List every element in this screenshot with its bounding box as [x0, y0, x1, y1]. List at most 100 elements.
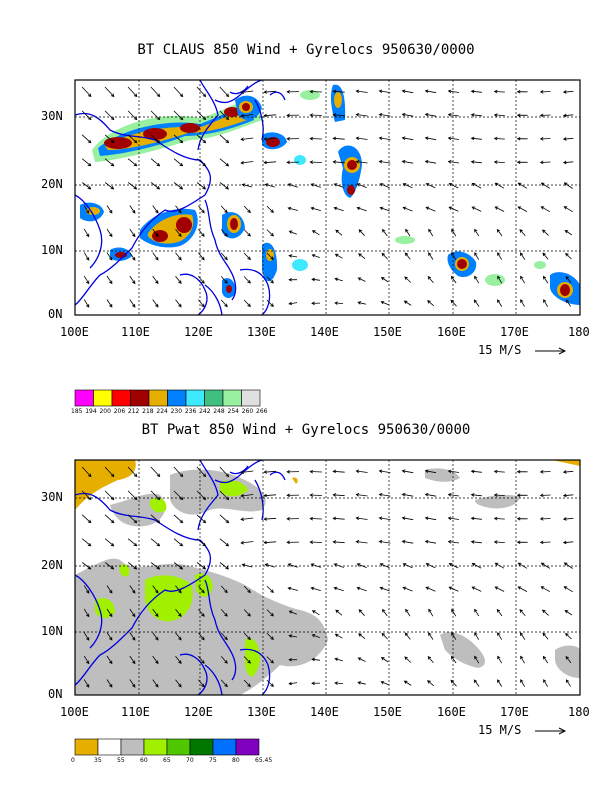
- wind-arrow: [220, 632, 228, 641]
- wind-arrow: [243, 252, 251, 261]
- wind-arrow: [424, 540, 437, 544]
- wind-arrow: [382, 608, 388, 617]
- wind-arrow: [380, 277, 389, 283]
- colorbar-label: 212: [127, 408, 140, 415]
- wind-arrow: [198, 656, 205, 664]
- colorbar-swatch: [166, 738, 191, 756]
- wind-arrow: [175, 585, 182, 594]
- wind-arrow: [539, 137, 551, 141]
- wind-arrow: [332, 540, 345, 544]
- wind-arrow: [470, 113, 482, 117]
- wind-arrow: [288, 230, 297, 235]
- wind-arrow: [152, 632, 159, 641]
- wind-arrow: [562, 90, 574, 94]
- panel1-xtick-150e: 150E: [373, 325, 402, 339]
- wind-arrow: [451, 252, 457, 260]
- wind-arrow: [425, 206, 436, 212]
- wind-arrow: [516, 160, 528, 165]
- wind-arrow: [562, 470, 574, 474]
- wind-arrow: [357, 681, 366, 685]
- wind-arrow: [263, 160, 277, 165]
- wind-arrow: [333, 586, 344, 592]
- wind-arrow: [311, 301, 321, 306]
- colorbar-label: 236: [184, 408, 197, 415]
- wind-arrow: [497, 632, 503, 640]
- colorbar-label: 55: [117, 757, 125, 764]
- panel1-xtick-120e: 120E: [184, 325, 213, 339]
- wind-arrow: [562, 160, 574, 165]
- panel1-coastlines: [74, 79, 286, 316]
- wind-arrow: [196, 86, 207, 98]
- wind-arrow: [288, 610, 297, 615]
- wind-arrow: [83, 585, 90, 594]
- wind-arrow: [332, 493, 345, 497]
- wind-arrow: [173, 182, 184, 190]
- wind-arrow: [150, 182, 161, 190]
- wind-arrow: [173, 538, 184, 547]
- wind-arrow: [473, 299, 480, 307]
- wind-arrow: [243, 585, 251, 594]
- wind-arrow: [541, 229, 549, 236]
- wind-arrow: [240, 517, 254, 521]
- wind-arrow: [173, 562, 184, 570]
- wind-arrow: [539, 493, 551, 498]
- wind-arrow: [497, 275, 503, 284]
- wind-arrow: [243, 632, 251, 641]
- wind-arrow: [379, 206, 390, 212]
- wind-arrow: [83, 608, 90, 618]
- wind-arrow: [127, 182, 138, 190]
- colorbar-label: 70: [186, 757, 194, 764]
- wind-arrow: [401, 159, 414, 164]
- wind-arrow: [335, 229, 343, 236]
- wind-arrow: [424, 516, 437, 521]
- wind-arrow: [402, 206, 413, 212]
- wind-arrow: [493, 540, 505, 544]
- wind-arrow: [243, 205, 251, 214]
- wind-arrow: [219, 110, 230, 121]
- wind-arrow: [287, 183, 298, 188]
- wind-arrow: [470, 540, 482, 544]
- wind-arrow: [470, 160, 482, 164]
- wind-arrow: [404, 656, 412, 663]
- wind-arrow: [447, 516, 460, 521]
- wind-arrow: [81, 490, 92, 501]
- colorbar-label: 60: [140, 757, 148, 764]
- wind-arrow: [424, 113, 437, 117]
- wind-arrow: [565, 679, 571, 687]
- colorbar-label: 224: [156, 408, 168, 415]
- wind-arrow: [286, 470, 300, 474]
- wind-arrow: [516, 516, 528, 521]
- wind-arrow: [129, 655, 136, 665]
- wind-arrow: [266, 679, 274, 687]
- wind-arrow: [496, 228, 503, 237]
- wind-arrow: [427, 656, 434, 664]
- wind-arrow: [355, 469, 368, 474]
- wind-arrow: [542, 632, 549, 640]
- wind-arrow: [220, 609, 228, 617]
- wind-arrow: [263, 517, 277, 521]
- wind-arrow: [175, 655, 182, 664]
- wind-arrow: [562, 517, 574, 521]
- wind-arrow: [243, 656, 251, 664]
- wind-arrow: [332, 160, 345, 164]
- wind-arrow: [428, 608, 434, 617]
- wind-arrow: [220, 585, 228, 594]
- wind-arrow: [196, 490, 207, 501]
- wind-arrow: [447, 89, 460, 94]
- wind-arrow: [196, 134, 207, 144]
- colorbar-swatch: [148, 389, 168, 407]
- wind-arrow: [127, 514, 138, 524]
- wind-arrow: [175, 252, 182, 261]
- wind-arrow: [150, 562, 161, 570]
- wind-arrow: [129, 275, 136, 285]
- wind-arrow: [243, 299, 251, 308]
- colorbar-swatch: [212, 738, 237, 756]
- wind-arrow: [424, 160, 437, 164]
- wind-arrow: [543, 299, 548, 307]
- colorbar-swatch: [235, 738, 260, 756]
- panel2-xtick-170e: 170E: [500, 705, 529, 719]
- wind-arrow: [104, 490, 115, 501]
- wind-arrow: [404, 276, 412, 283]
- wind-arrow: [539, 160, 551, 165]
- panel1-ref-arrow: [535, 347, 567, 355]
